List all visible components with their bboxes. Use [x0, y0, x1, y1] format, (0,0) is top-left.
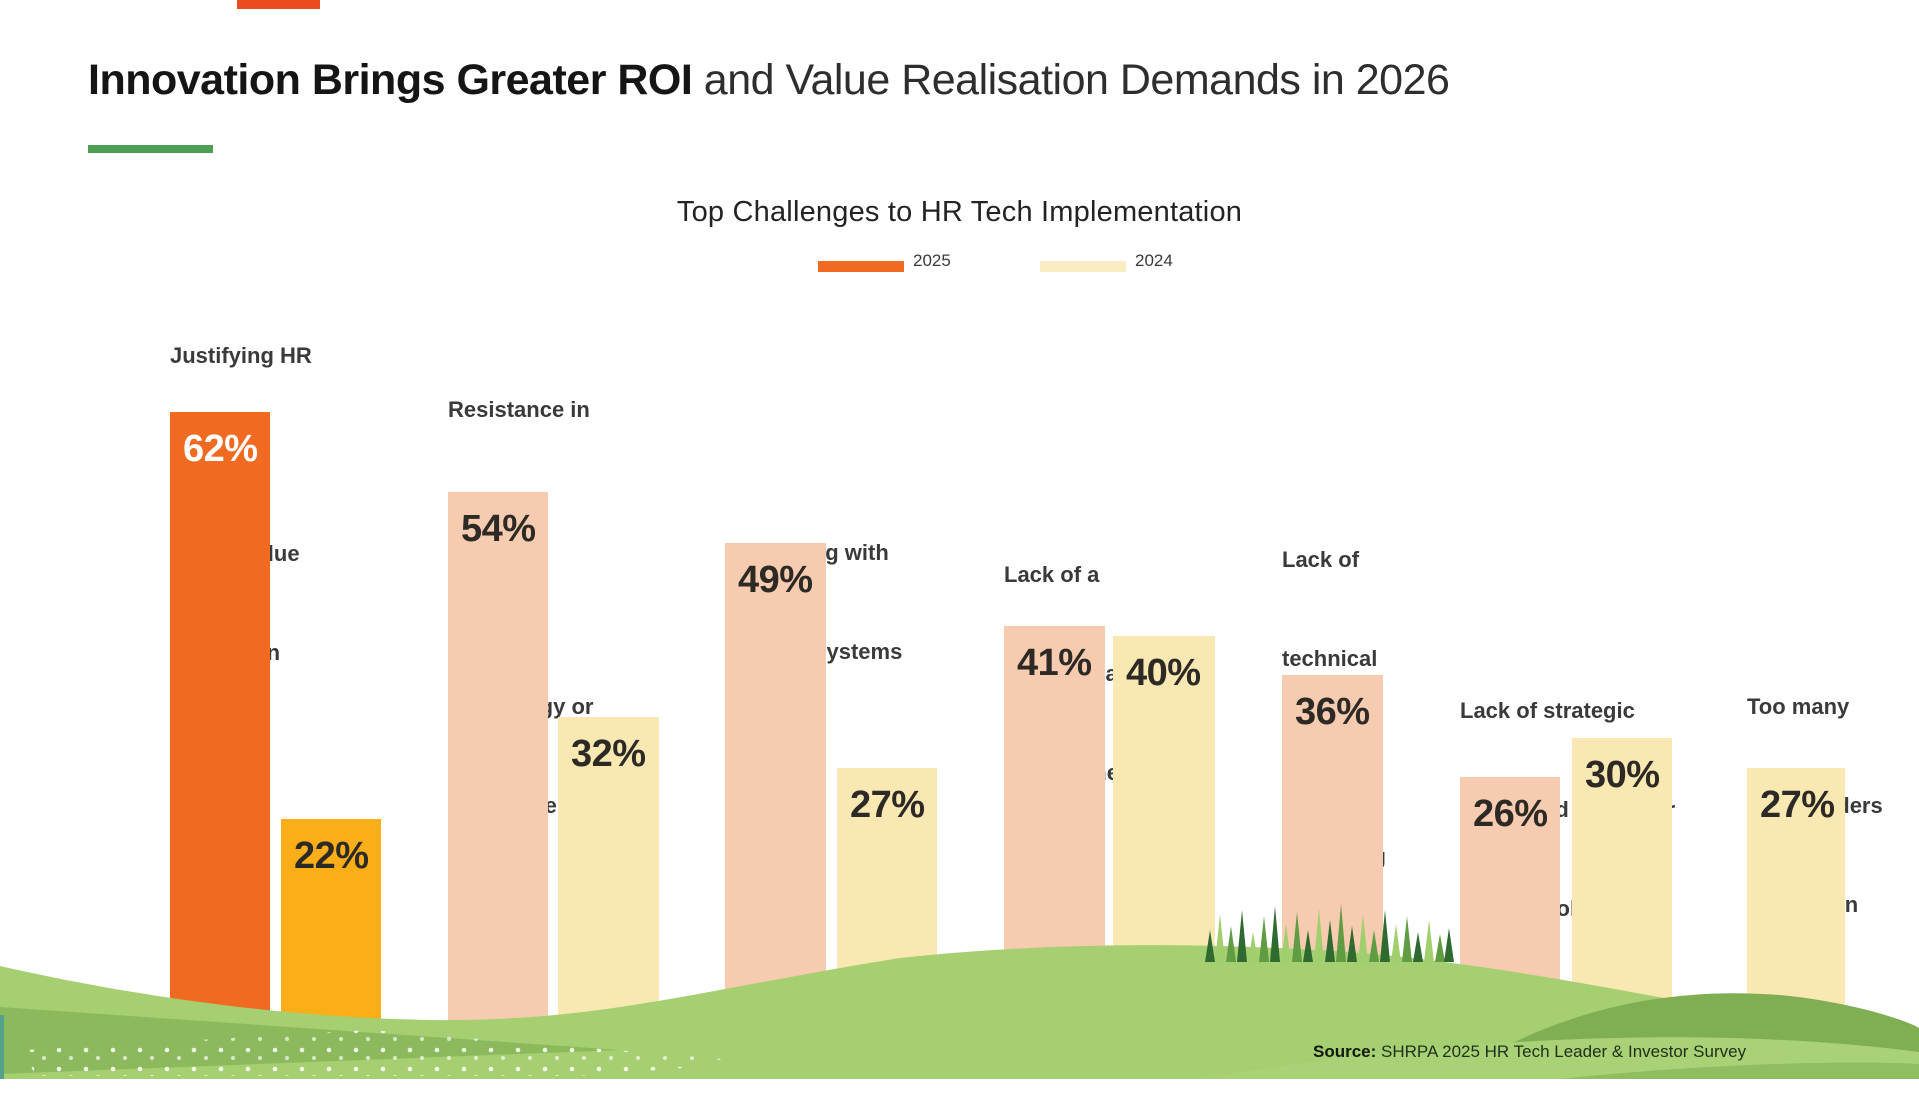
- top-edge-decoration: [237, 0, 320, 9]
- bar-2025-change-management: 41%: [1004, 626, 1105, 1043]
- bar-value: 30%: [1585, 754, 1660, 796]
- bar-value: 26%: [1473, 793, 1548, 835]
- source-note: Source: SHRPA 2025 HR Tech Leader & Inve…: [1313, 1042, 1746, 1062]
- bar-value: 22%: [294, 835, 369, 877]
- bar-2024-too-many-stakeholders: 27%: [1747, 768, 1845, 1043]
- legend-label-2024: 2024: [1135, 251, 1173, 270]
- bar-2024-justifying-roi: 22%: [281, 819, 381, 1043]
- bar-2025-technical-skills: 36%: [1282, 675, 1383, 1043]
- chart-title: Top Challenges to HR Tech Implementation: [676, 196, 1243, 228]
- bar-2025-strategic-vision: 26%: [1460, 777, 1560, 1043]
- bar-2025-justifying-roi: 62%: [170, 412, 270, 1043]
- bar-2024-resistance-adoption: 32%: [558, 717, 659, 1043]
- bar-value: 27%: [850, 784, 925, 826]
- bar-value: 41%: [1017, 642, 1092, 684]
- bar-value: 40%: [1126, 652, 1201, 694]
- bar-2025-integrating-systems: 49%: [725, 543, 826, 1043]
- hill-strip-bottom-right: [1560, 1062, 1919, 1079]
- legend-swatch-2024: [1040, 261, 1126, 272]
- page-title-bold: Innovation Brings Greater ROI: [88, 56, 693, 104]
- bar-value: 62%: [183, 428, 258, 470]
- bar-value: 32%: [571, 733, 646, 775]
- legend-label-2025: 2025: [913, 251, 951, 270]
- source-text: SHRPA 2025 HR Tech Leader & Investor Sur…: [1376, 1042, 1747, 1061]
- bar-value: 49%: [738, 559, 813, 601]
- bar-2024-change-management: 40%: [1113, 636, 1215, 1043]
- bar-2024-integrating-systems: 27%: [837, 768, 937, 1043]
- bar-2024-strategic-vision: 30%: [1572, 738, 1672, 1043]
- source-label: Source:: [1313, 1042, 1377, 1061]
- bar-value: 36%: [1295, 691, 1370, 733]
- legend-swatch-2025: [818, 261, 904, 272]
- page-title-light: and Value Realisation Demands in 2026: [692, 56, 1450, 104]
- edge-sliver: [0, 1015, 4, 1079]
- bar-value: 27%: [1760, 784, 1835, 826]
- bar-value: 54%: [461, 508, 536, 550]
- title-accent-underline: [88, 145, 213, 153]
- bar-2025-resistance-adoption: 54%: [448, 492, 548, 1043]
- page-title: Innovation Brings Greater ROI and Value …: [88, 56, 1450, 105]
